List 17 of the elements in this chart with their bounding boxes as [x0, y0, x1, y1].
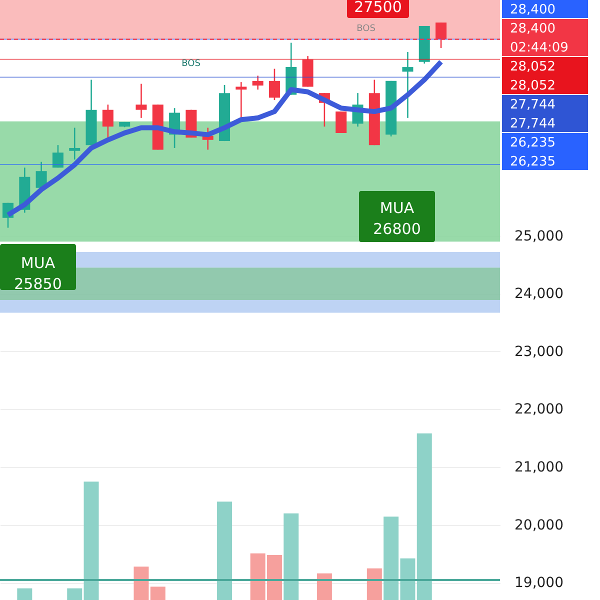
ref-line-label: 27,744 27,744: [510, 98, 556, 132]
annotation: 27500: [354, 0, 402, 16]
annotation: MUA 25850: [14, 254, 62, 293]
ref-line-label: 28,052 28,052: [510, 60, 556, 94]
ref-line-label: 28,400 02:44:09: [510, 22, 568, 56]
y-tick-label: 24,000: [514, 286, 564, 302]
y-tick-label: 21,000: [514, 460, 564, 476]
annotation: BOS: [356, 24, 376, 34]
y-tick-label: 23,000: [514, 344, 564, 360]
annotation: MUA 26800: [373, 199, 421, 238]
annotation: BOS: [182, 59, 201, 69]
y-tick-label: 25,000: [514, 228, 564, 244]
ref-line-label: 26,235 26,235: [510, 136, 556, 170]
ref-line-label: 28,400: [510, 2, 556, 18]
y-tick-label: 19,000: [514, 575, 564, 592]
y-tick-label: 20,000: [514, 517, 564, 534]
y-tick-label: 22,000: [514, 402, 564, 418]
